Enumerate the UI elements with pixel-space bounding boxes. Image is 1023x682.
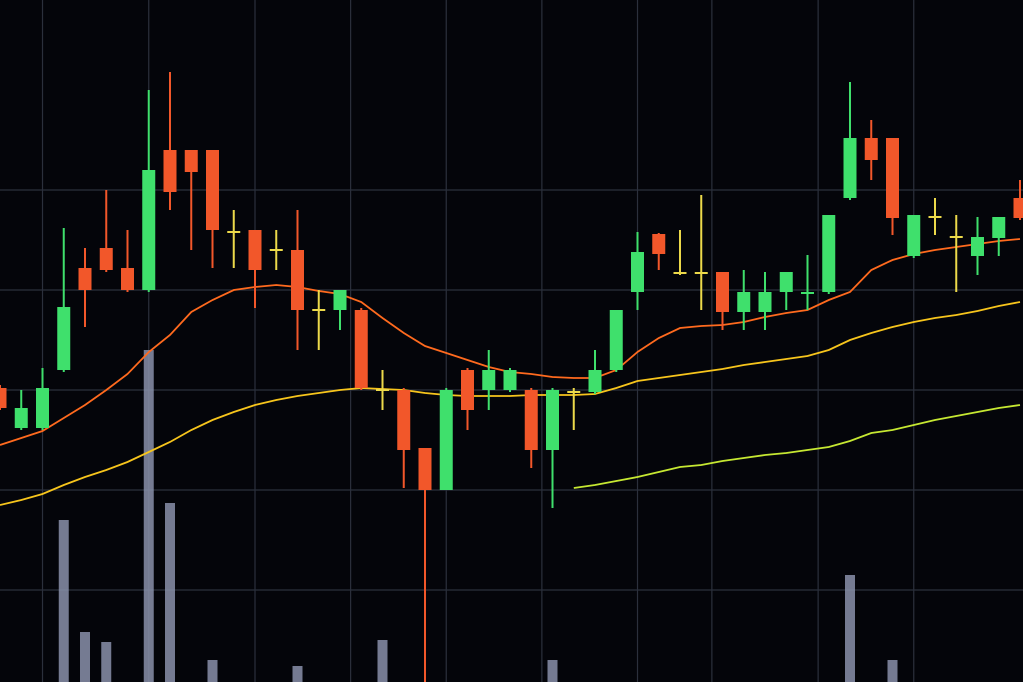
volume-bar bbox=[207, 660, 218, 682]
candle-body bbox=[227, 231, 241, 233]
candle-body bbox=[482, 370, 496, 390]
volume-bar bbox=[165, 503, 175, 682]
candle-body bbox=[631, 252, 644, 292]
volume-bar bbox=[143, 350, 154, 682]
candle-body bbox=[822, 215, 836, 292]
candle-body bbox=[652, 234, 666, 254]
candle-body bbox=[397, 390, 411, 450]
candle-body bbox=[992, 217, 1006, 238]
candle-body bbox=[142, 170, 156, 290]
candle-body bbox=[928, 216, 942, 218]
candle-body bbox=[609, 310, 623, 370]
candle-body bbox=[418, 448, 432, 490]
candle-body bbox=[779, 272, 793, 292]
candle-body bbox=[588, 370, 602, 392]
volume-bar bbox=[377, 640, 388, 682]
candle-body bbox=[14, 408, 28, 428]
candle-body bbox=[1013, 198, 1023, 218]
candle-body bbox=[36, 388, 49, 428]
volume-bar bbox=[58, 520, 69, 682]
candle-body bbox=[886, 138, 899, 218]
candle-body bbox=[949, 236, 963, 238]
volume-bar bbox=[547, 660, 558, 682]
candle-body bbox=[312, 309, 326, 311]
candle-body bbox=[99, 248, 113, 270]
candle-body bbox=[248, 230, 262, 270]
candle-body bbox=[376, 389, 389, 391]
candle-body bbox=[269, 249, 283, 251]
candle-body bbox=[163, 150, 177, 192]
average-line bbox=[573, 404, 1021, 489]
candle-body bbox=[439, 390, 453, 490]
candle-body bbox=[57, 307, 71, 370]
volume-bar bbox=[80, 632, 90, 682]
candle-body bbox=[907, 215, 921, 256]
volume-bar bbox=[101, 642, 112, 682]
candle-body bbox=[354, 310, 368, 388]
candle-body bbox=[971, 237, 984, 256]
volume-bar bbox=[887, 660, 898, 682]
candle-body bbox=[524, 390, 538, 450]
candle-body bbox=[121, 268, 134, 290]
candle-body bbox=[716, 272, 729, 312]
candle-body bbox=[567, 391, 581, 393]
candle-body bbox=[801, 292, 814, 294]
candle-body bbox=[78, 268, 92, 290]
candle-body bbox=[0, 388, 7, 408]
candle-body bbox=[843, 138, 857, 198]
candle-body bbox=[206, 150, 219, 230]
candle-body bbox=[546, 390, 559, 450]
candle-body bbox=[673, 272, 687, 274]
candle-body bbox=[333, 290, 347, 310]
candle-body bbox=[291, 250, 304, 310]
volume-bar bbox=[845, 575, 855, 682]
candle-body bbox=[758, 292, 772, 312]
candle-body bbox=[694, 272, 708, 274]
candle-body bbox=[737, 292, 751, 312]
candle-body bbox=[461, 370, 474, 410]
candle-body bbox=[864, 138, 878, 160]
candle-body bbox=[503, 370, 517, 390]
volume-bar bbox=[292, 666, 303, 682]
candle-body bbox=[184, 150, 198, 172]
average-line bbox=[0, 301, 1021, 506]
